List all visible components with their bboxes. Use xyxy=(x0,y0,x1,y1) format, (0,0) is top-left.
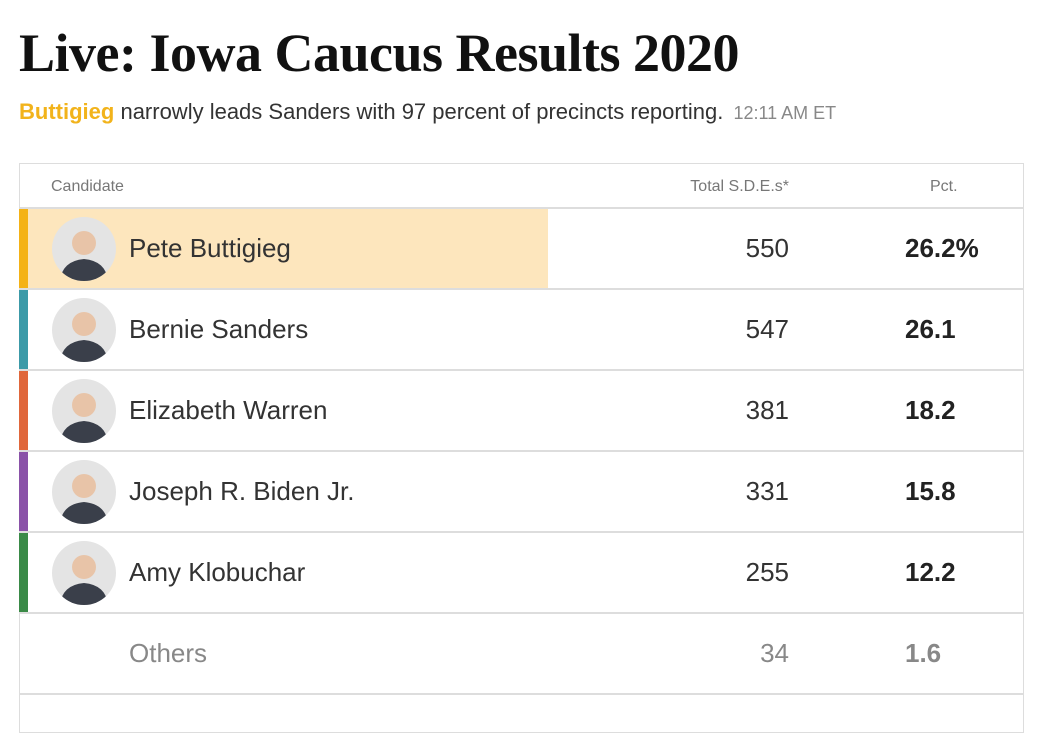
party-color-bar xyxy=(19,290,28,369)
candidate-row: Joseph R. Biden Jr. 331 15.8 xyxy=(19,450,1024,531)
column-header: Pct. xyxy=(930,178,958,195)
percentage: 1.6 xyxy=(905,638,942,668)
candidate-name: Joseph R. Biden Jr. xyxy=(129,476,355,506)
party-color-bar xyxy=(19,371,28,450)
percentage: 26.2% xyxy=(905,233,979,263)
candidate-photo xyxy=(52,298,116,362)
page-title: Live: Iowa Caucus Results 2020 xyxy=(19,23,740,83)
candidate-row: Bernie Sanders 547 26.1 xyxy=(19,288,1024,369)
sde-count: 547 xyxy=(745,314,789,344)
candidate-row: Elizabeth Warren 381 18.2 xyxy=(19,369,1024,450)
percentage: 12.2 xyxy=(905,557,956,587)
percentage: 15.8 xyxy=(905,476,956,506)
photo-silhouette xyxy=(60,312,108,362)
candidate-name: Elizabeth Warren xyxy=(129,395,328,425)
subtitle: Buttigieg narrowly leads Sanders with 97… xyxy=(19,99,836,125)
party-color-bar xyxy=(19,452,28,531)
candidate-row: Amy Klobuchar 255 12.2 xyxy=(19,531,1024,612)
candidate-name: Pete Buttigieg xyxy=(129,233,291,263)
photo-silhouette xyxy=(60,393,108,443)
photo-silhouette xyxy=(60,474,108,524)
timestamp: 12:11 AM ET xyxy=(733,103,837,123)
candidate-photo xyxy=(52,541,116,605)
column-header: Candidate xyxy=(51,178,124,195)
leader-name: Buttigieg xyxy=(19,99,115,124)
candidate-photo xyxy=(52,460,116,524)
candidate-row: Pete Buttigieg 550 26.2% xyxy=(19,207,1024,288)
subtitle-text: narrowly leads Sanders with 97 percent o… xyxy=(120,99,724,124)
column-header: Total S.D.E.s* xyxy=(690,178,789,195)
candidate-photo xyxy=(52,217,116,281)
percentage: 26.1 xyxy=(905,314,956,344)
sde-count: 331 xyxy=(745,476,789,506)
candidate-name: Others xyxy=(129,638,208,668)
party-color-bar xyxy=(19,533,28,612)
photo-silhouette xyxy=(60,555,108,605)
sde-count: 255 xyxy=(745,557,789,587)
candidate-name: Bernie Sanders xyxy=(129,314,309,344)
photo-silhouette xyxy=(60,231,108,281)
percentage: 18.2 xyxy=(905,395,956,425)
party-color-bar xyxy=(19,209,28,288)
sde-count: 550 xyxy=(745,233,789,263)
sde-count: 34 xyxy=(760,638,789,668)
table-bottom-border xyxy=(19,693,1024,695)
sde-count: 381 xyxy=(745,395,789,425)
candidate-name: Amy Klobuchar xyxy=(129,557,306,587)
candidate-row: Others 34 1.6 xyxy=(19,612,1024,693)
candidate-photo xyxy=(52,379,116,443)
